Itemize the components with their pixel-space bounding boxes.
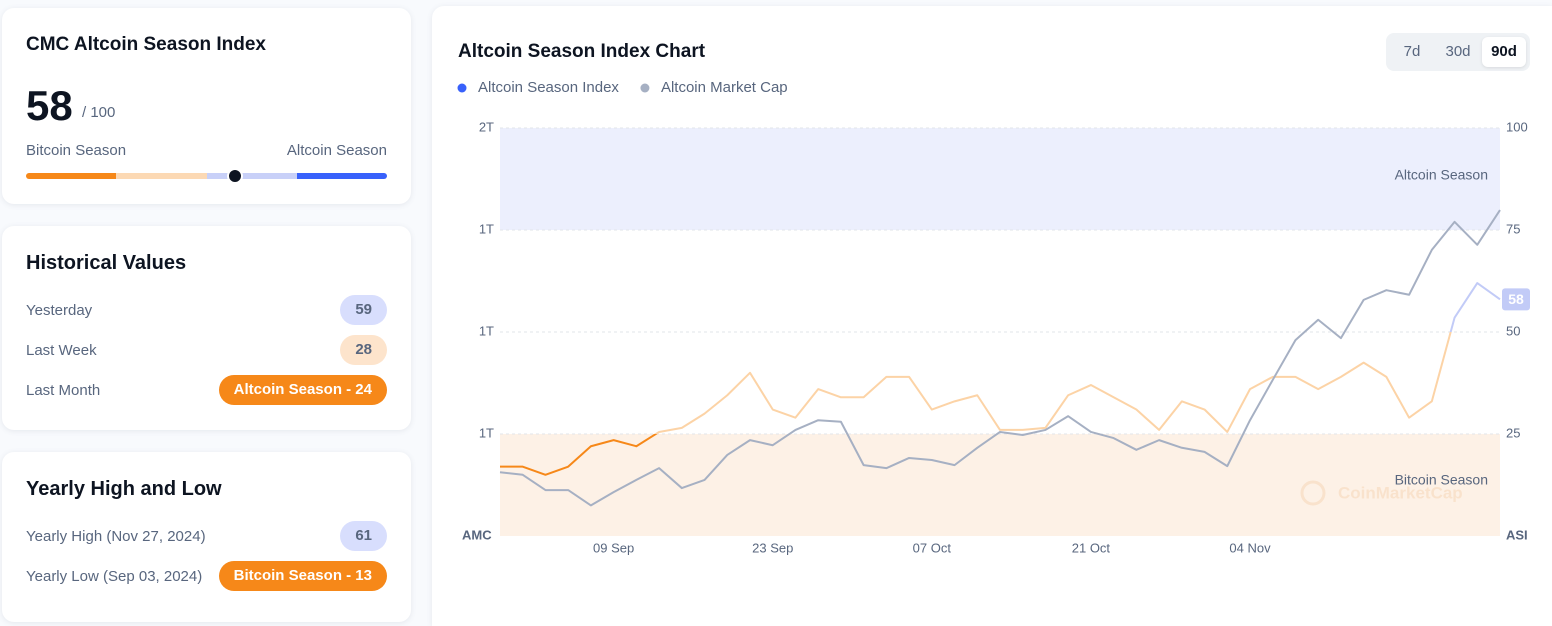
index-max: / 100: [82, 104, 116, 121]
yearly-card: Yearly High and Low Yearly High (Nov 27,…: [2, 452, 411, 622]
gauge-bar: [26, 173, 387, 179]
index-value: 58: [26, 82, 73, 129]
index-card: CMC Altcoin Season Index 58 / 100 Bitcoi…: [2, 8, 411, 204]
row-label: Last Month: [26, 382, 101, 399]
value-pill: Bitcoin Season - 13: [218, 561, 387, 591]
period-button[interactable]: 90d: [1482, 37, 1526, 67]
historical-card: Historical Values Yesterday 59 Last Week…: [2, 226, 411, 430]
value-pill: 28: [340, 335, 387, 365]
gauge-knob: [227, 168, 244, 184]
page: CMC Altcoin Season Index 58 / 100 Bitcoi…: [2, 8, 1530, 591]
date: (Sep 03, 2024): [103, 568, 203, 585]
chart-card: 7d 30d 90d: [432, 6, 1552, 626]
card-title: CMC Altcoin Season Index: [26, 34, 266, 55]
card-title: Yearly High and Low: [26, 478, 222, 500]
row-label: Last Week: [26, 342, 97, 359]
row-label: Yearly Low (Sep 03, 2024): [26, 568, 202, 585]
left-label: Bitcoin Season: [26, 142, 127, 159]
label: Yearly High: [26, 528, 103, 545]
value-pill: 59: [340, 295, 387, 325]
period-button[interactable]: 7d: [1403, 43, 1421, 60]
row-label: Yesterday: [26, 302, 93, 319]
label: Yearly Low: [26, 568, 99, 585]
period-toggle: 7d 30d 90d: [1386, 33, 1530, 71]
card-title: Historical Values: [26, 252, 187, 274]
value-pill: Altcoin Season - 24: [218, 375, 387, 405]
row-label: Yearly High (Nov 27, 2024): [26, 528, 206, 545]
value-pill: 61: [340, 521, 387, 551]
right-label: Altcoin Season: [286, 142, 387, 159]
period-button[interactable]: 30d: [1445, 43, 1471, 60]
date: (Nov 27, 2024): [106, 528, 206, 545]
